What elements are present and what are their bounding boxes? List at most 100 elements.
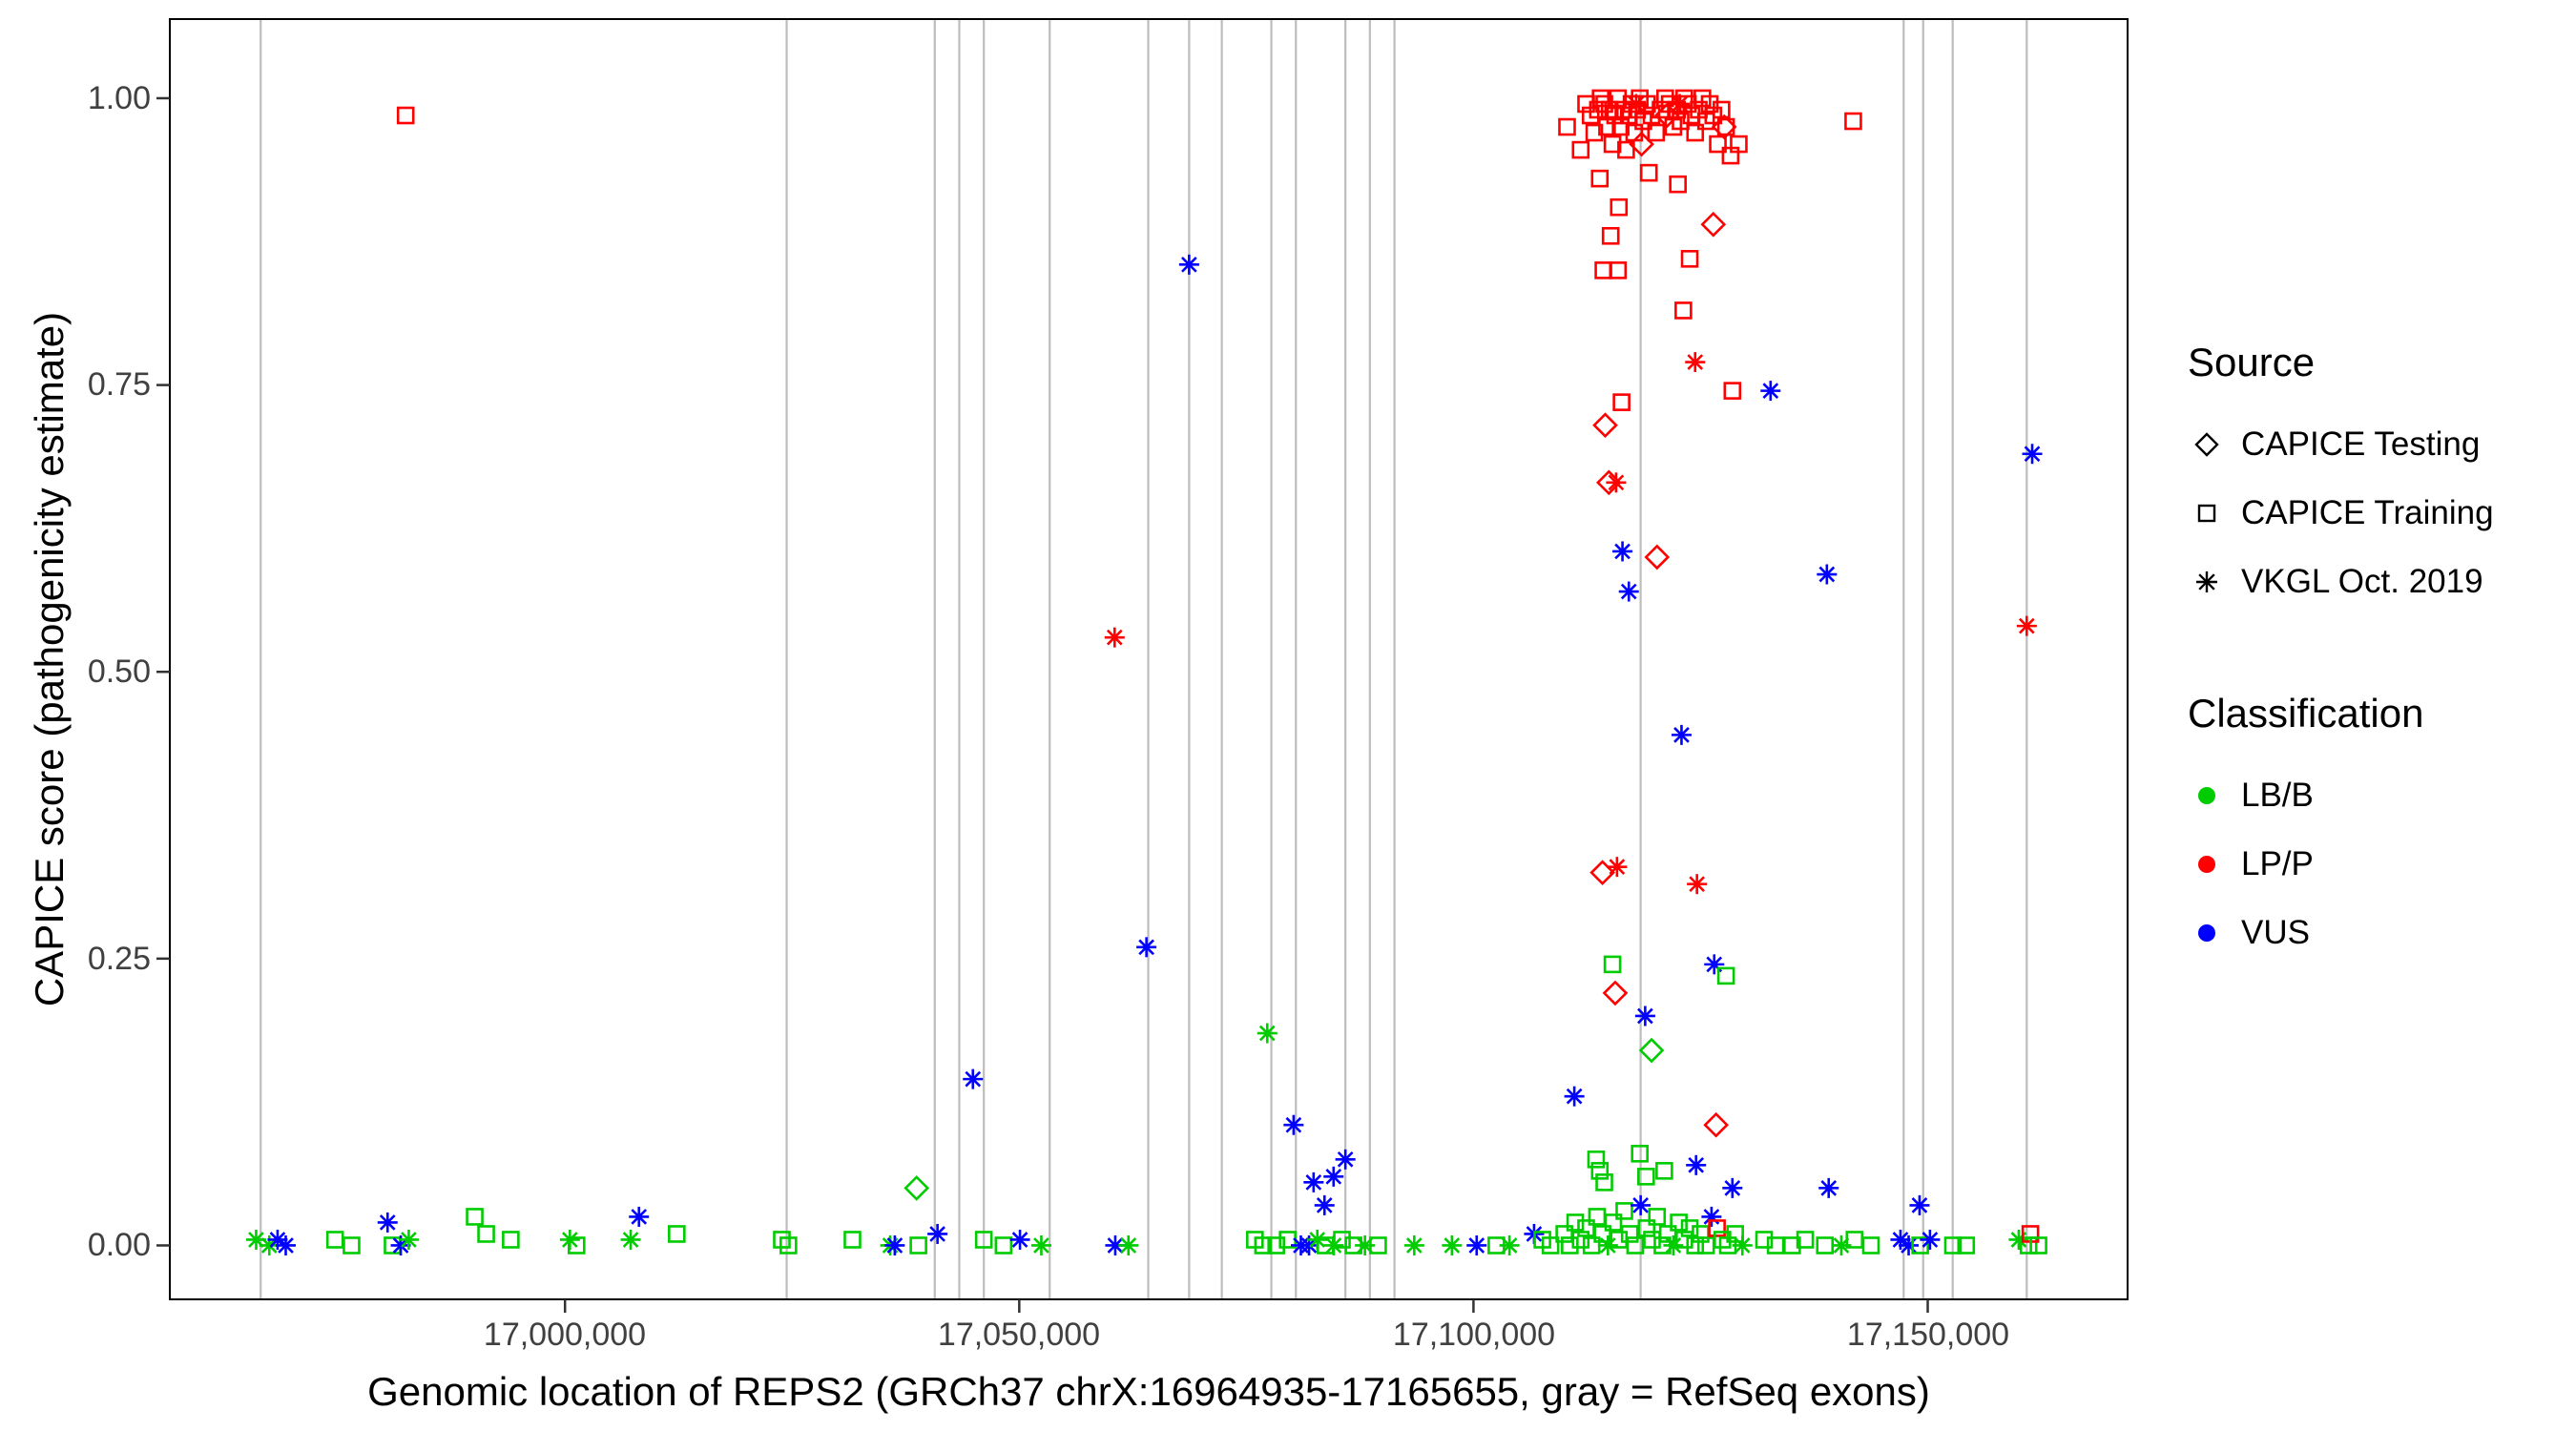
data-point-asterisk bbox=[1564, 1086, 1585, 1107]
data-point-diamond bbox=[1592, 412, 1618, 439]
data-point-diamond bbox=[1644, 544, 1671, 570]
data-point-asterisk bbox=[1178, 254, 1199, 275]
data-point-diamond bbox=[1700, 211, 1727, 238]
data-point-square bbox=[1861, 1236, 1880, 1255]
data-point-asterisk bbox=[377, 1212, 398, 1233]
data-point-asterisk bbox=[1618, 581, 1639, 602]
data-point-square bbox=[1595, 94, 1613, 114]
data-point-square bbox=[1669, 175, 1687, 194]
data-point-square bbox=[1723, 382, 1742, 400]
legend-label-lbb: LB/B bbox=[2241, 777, 2314, 814]
data-point-square bbox=[843, 1231, 862, 1249]
data-point-square bbox=[1680, 250, 1699, 268]
data-point-square bbox=[779, 1236, 798, 1255]
data-point-asterisk bbox=[927, 1223, 948, 1244]
data-point-asterisk bbox=[1722, 1177, 1743, 1198]
data-point-square bbox=[1603, 135, 1622, 154]
y-tick-label-0.00: 0.00 bbox=[87, 1227, 151, 1263]
data-point-asterisk bbox=[1335, 1149, 1356, 1170]
legend-label-capice-testing: CAPICE Testing bbox=[2241, 425, 2481, 463]
data-point-asterisk bbox=[1118, 1234, 1139, 1255]
data-point-square bbox=[466, 1208, 484, 1226]
data-point-asterisk bbox=[1597, 1234, 1618, 1255]
x-tick-label-17050000: 17,050,000 bbox=[937, 1317, 1101, 1353]
legend-item-lbb: LB/B bbox=[2188, 761, 2569, 830]
data-point-diamond bbox=[904, 1175, 930, 1201]
data-point-square bbox=[1603, 955, 1622, 974]
data-point-square bbox=[1637, 1219, 1656, 1237]
data-point-square bbox=[1674, 301, 1693, 320]
data-point-square bbox=[343, 1236, 361, 1255]
data-point-square bbox=[1626, 1236, 1645, 1255]
data-point-square bbox=[1714, 1231, 1732, 1249]
diamond-shape-icon bbox=[2194, 432, 2219, 457]
data-point-asterisk bbox=[1687, 874, 1708, 895]
data-point-asterisk bbox=[1323, 1166, 1344, 1187]
data-point-square bbox=[1369, 1236, 1387, 1255]
data-point-square bbox=[1604, 1213, 1623, 1232]
vus-color-dot-icon bbox=[2198, 924, 2215, 942]
data-point-square bbox=[1609, 89, 1628, 108]
x-axis-title: Genomic location of REPS2 (GRCh37 chrX:1… bbox=[367, 1369, 1930, 1414]
data-point-asterisk bbox=[398, 1229, 419, 1250]
data-point-square bbox=[1957, 1236, 1976, 1255]
data-point-asterisk bbox=[2008, 1229, 2029, 1250]
data-point-square bbox=[1709, 135, 1727, 154]
data-point-asterisk bbox=[1606, 472, 1627, 493]
x-tick-label-17100000: 17,100,000 bbox=[1392, 1317, 1556, 1353]
data-point-asterisk bbox=[1607, 857, 1628, 878]
legend-classification-block: Classification LB/B LP/P VUS bbox=[2188, 691, 2569, 967]
asterisk-shape-icon bbox=[2196, 571, 2217, 592]
data-point-square bbox=[1708, 1219, 1726, 1237]
data-point-asterisk bbox=[1314, 1194, 1335, 1215]
data-point-square bbox=[1589, 100, 1608, 119]
data-point-square bbox=[1637, 1168, 1655, 1186]
data-point-square bbox=[1587, 1150, 1606, 1169]
data-point-asterisk bbox=[1818, 1177, 1839, 1198]
data-point-asterisk bbox=[1403, 1234, 1424, 1255]
data-point-asterisk bbox=[1817, 564, 1838, 585]
data-point-square bbox=[1844, 112, 1862, 131]
data-point-square bbox=[1620, 1225, 1639, 1243]
data-point-asterisk bbox=[1009, 1229, 1030, 1250]
x-tick-label-17000000: 17,000,000 bbox=[483, 1317, 647, 1353]
data-point-square bbox=[477, 1225, 495, 1243]
data-point-square bbox=[2029, 1236, 2047, 1255]
data-point-square bbox=[1590, 169, 1610, 188]
legend-item-capice-testing: CAPICE Testing bbox=[2188, 410, 2569, 479]
legend-label-vkgl: VKGL Oct. 2019 bbox=[2241, 563, 2483, 600]
data-point-asterisk bbox=[1663, 1234, 1684, 1255]
data-point-asterisk bbox=[1920, 1229, 1941, 1250]
data-point-square bbox=[1595, 1173, 1613, 1192]
data-point-square bbox=[1647, 123, 1666, 142]
data-point-diamond bbox=[1638, 1037, 1665, 1064]
data-point-square bbox=[1648, 1208, 1667, 1226]
data-point-asterisk bbox=[1626, 93, 1647, 114]
data-point-square bbox=[668, 1225, 686, 1243]
data-point-square bbox=[1726, 1225, 1744, 1243]
data-point-square bbox=[1541, 1236, 1560, 1255]
legend-source-title: Source bbox=[2188, 340, 2316, 384]
data-point-square bbox=[909, 1236, 927, 1255]
x-tick-label-17150000: 17,150,000 bbox=[1846, 1317, 2010, 1353]
y-axis-title: CAPICE score (pathogenicity estimate) bbox=[27, 311, 72, 1007]
data-point-square bbox=[1642, 106, 1661, 125]
lpp-color-dot-icon bbox=[2198, 856, 2215, 873]
data-point-asterisk bbox=[1831, 1234, 1852, 1255]
data-point-asterisk bbox=[1030, 1234, 1051, 1255]
data-point-square bbox=[1590, 1162, 1610, 1180]
data-point-square bbox=[1639, 163, 1658, 182]
data-point-square bbox=[1566, 1213, 1585, 1232]
data-point-square bbox=[1755, 1231, 1774, 1249]
data-point-square bbox=[1700, 94, 1719, 114]
data-point-square bbox=[1612, 393, 1631, 411]
data-point-square bbox=[1686, 1236, 1705, 1255]
data-point-asterisk bbox=[1670, 93, 1691, 114]
data-point-asterisk bbox=[276, 1234, 297, 1255]
data-point-asterisk bbox=[1105, 1234, 1126, 1255]
data-point-square bbox=[1615, 1202, 1633, 1220]
data-point-asterisk bbox=[1466, 1234, 1487, 1255]
data-point-diamond bbox=[1602, 980, 1629, 1006]
legend: Source CAPICE Testing CAPICE Training bbox=[2188, 340, 2569, 967]
